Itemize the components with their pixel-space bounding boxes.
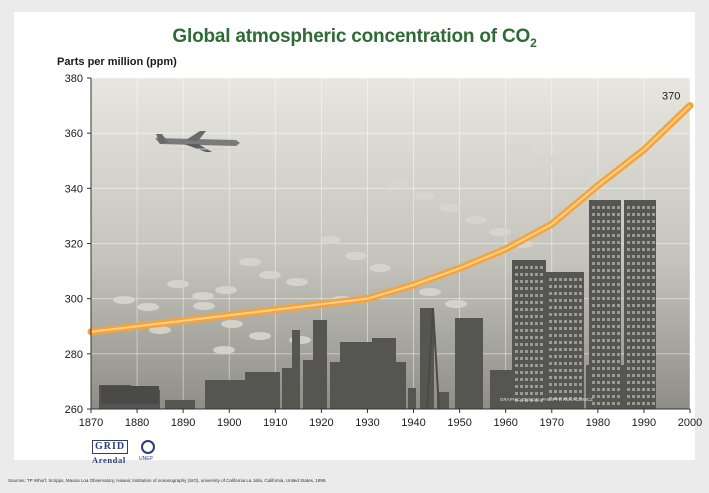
building xyxy=(205,380,250,409)
x-tick-label: 1880 xyxy=(125,417,149,429)
building xyxy=(165,400,195,409)
cloud xyxy=(319,236,341,244)
unep-emblem-icon xyxy=(141,440,155,454)
window-grid xyxy=(515,206,655,405)
cloud xyxy=(445,300,467,308)
building xyxy=(512,260,546,409)
y-axis-label: Parts per million (ppm) xyxy=(57,56,177,68)
y-tick-label: 300 xyxy=(65,294,83,306)
building xyxy=(245,372,280,409)
cloud xyxy=(213,346,235,354)
cloud xyxy=(286,278,308,286)
cloud xyxy=(561,168,583,176)
axes: 260 280 300 320 340 360 380 1870 1880 1890 1900 191… xyxy=(65,73,703,429)
building xyxy=(372,338,396,409)
source-note: Sources: TP Whorf, Scripps, Mauna Loa Ob… xyxy=(8,478,327,483)
chart-title: Global atmospheric concentration of CO2 xyxy=(172,26,537,50)
cloud xyxy=(239,258,261,266)
building xyxy=(455,318,483,409)
annotation-label: 370 xyxy=(662,91,680,103)
oil-derrick-icon xyxy=(426,307,440,410)
illustration xyxy=(99,131,656,410)
building xyxy=(340,342,375,409)
x-tick-label: 1960 xyxy=(493,417,517,429)
building xyxy=(292,330,300,409)
y-tick-label: 360 xyxy=(65,128,83,140)
cloud xyxy=(387,180,409,188)
building xyxy=(586,365,656,409)
x-tick-label: 1890 xyxy=(171,417,195,429)
building xyxy=(408,388,416,409)
x-tick-label: 1870 xyxy=(79,417,103,429)
cloud xyxy=(221,320,243,328)
logo-grid-text: GRID xyxy=(92,440,129,454)
x-tick-label: 2000 xyxy=(678,417,702,429)
x-tick-label: 1950 xyxy=(447,417,471,429)
building xyxy=(303,360,315,409)
x-tick-label: 1970 xyxy=(540,417,564,429)
building xyxy=(437,392,449,409)
designer-credit: GRAPHIC DESIGN: PHILIPPE REKACEWICZ xyxy=(500,397,593,402)
x-tick-label: 1990 xyxy=(632,417,656,429)
x-tick-label: 1920 xyxy=(309,417,333,429)
grid-arendal-logo: GRID Arendal UNEP xyxy=(92,440,172,468)
cloud xyxy=(215,286,237,294)
cloud xyxy=(413,192,435,200)
y-tick-label: 260 xyxy=(65,404,83,416)
y-tick-label: 380 xyxy=(65,73,83,85)
co2-series-highlight xyxy=(90,104,691,333)
airplane-icon xyxy=(155,131,240,152)
x-tick-label: 1900 xyxy=(217,417,241,429)
cloud xyxy=(369,264,391,272)
x-tick-label: 1940 xyxy=(401,417,425,429)
truck-icon xyxy=(101,386,159,404)
cloud xyxy=(489,228,511,236)
cloud xyxy=(249,332,271,340)
building xyxy=(330,362,340,409)
logo-arendal-text: Arendal xyxy=(92,455,126,465)
chart-svg: 370 260 280 300 320 340 360 380 1870 1880 1890 190… xyxy=(65,73,703,429)
x-tick-label: 1910 xyxy=(263,417,287,429)
logo-unep-text: UNEP xyxy=(139,456,153,462)
cloud xyxy=(465,216,487,224)
cloud xyxy=(439,204,461,212)
cloud xyxy=(167,280,189,288)
cloud xyxy=(259,271,281,279)
cloud xyxy=(149,326,171,334)
cloud xyxy=(509,144,531,152)
cloud xyxy=(537,156,559,164)
cloud xyxy=(193,302,215,310)
x-tick-label: 1980 xyxy=(586,417,610,429)
co2-line-layer: 370 xyxy=(87,91,694,336)
cloud xyxy=(419,288,441,296)
building xyxy=(313,320,327,409)
cloud xyxy=(192,292,214,300)
x-tick-label: 1930 xyxy=(355,417,379,429)
building xyxy=(490,370,514,409)
cloud xyxy=(137,303,159,311)
y-tick-label: 320 xyxy=(65,239,83,251)
building xyxy=(396,362,406,409)
cloud xyxy=(113,296,135,304)
building xyxy=(282,368,292,409)
cloud xyxy=(345,252,367,260)
y-tick-label: 340 xyxy=(65,183,83,195)
y-tick-label: 280 xyxy=(65,349,83,361)
